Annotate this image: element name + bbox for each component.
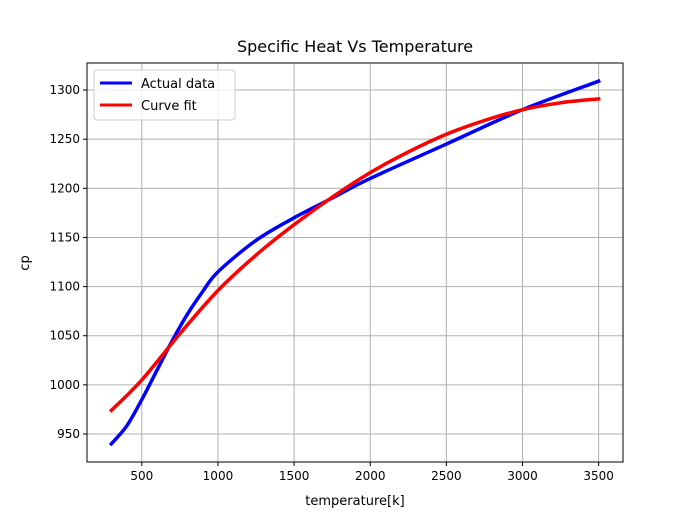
- ticks: 500 1000 1500 2000 2500 3000 3500 950 1000 1050 11…: [49, 83, 613, 483]
- grid: [87, 63, 623, 462]
- y-tick-label: 1250: [49, 132, 80, 146]
- x-tick-label: 2000: [355, 469, 386, 483]
- plot-frame: [86, 62, 624, 463]
- x-axis-label: temperature[k]: [305, 494, 404, 509]
- legend-label-fit: Curve fit: [141, 99, 197, 114]
- x-tick-label: 1500: [279, 469, 310, 483]
- y-tick-label: 1100: [49, 280, 80, 294]
- series-line-0: [108, 78, 601, 447]
- legend-label-actual: Actual data: [141, 77, 215, 92]
- y-tick-label: 1300: [49, 83, 80, 97]
- y-axis-label: cp: [18, 255, 33, 270]
- y-tick-label: 1050: [49, 329, 80, 343]
- x-tick-label: 1000: [203, 469, 234, 483]
- x-tick-label: 3500: [583, 469, 614, 483]
- y-tick-label: 1000: [49, 378, 80, 392]
- y-tick-label: 1200: [49, 181, 80, 195]
- series-line-1: [108, 96, 601, 413]
- y-tick-label: 950: [57, 427, 80, 441]
- chart-title: Specific Heat Vs Temperature: [237, 37, 473, 56]
- y-tick-label: 1150: [49, 230, 80, 244]
- x-tick-label: 3000: [507, 469, 538, 483]
- legend: Actual data Curve fit: [93, 69, 236, 121]
- x-tick-label: 500: [130, 469, 153, 483]
- x-tick-label: 2500: [431, 469, 462, 483]
- series-lines: [108, 78, 601, 447]
